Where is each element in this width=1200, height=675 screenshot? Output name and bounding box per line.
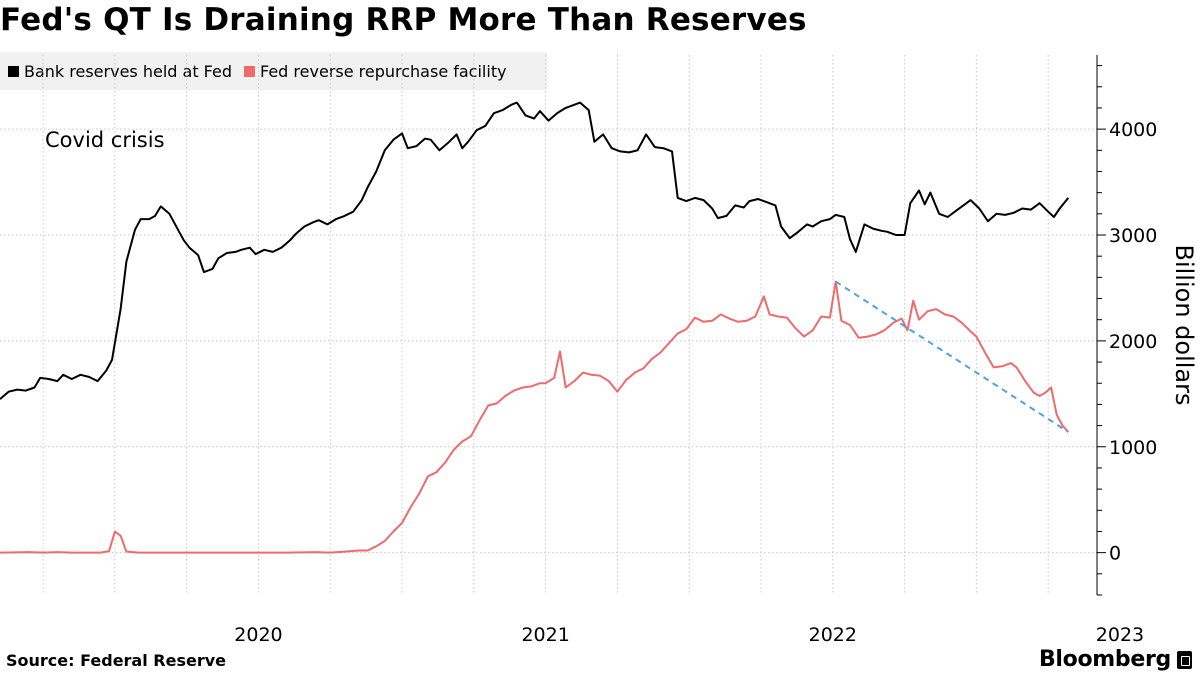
x-tick-label: 2023 <box>1096 624 1144 646</box>
legend-swatch-rrp <box>244 65 255 77</box>
y-tick-label: 1000 <box>1109 437 1157 459</box>
terminal-icon <box>1177 650 1192 669</box>
x-tick-label: 2021 <box>521 624 569 646</box>
legend-item-reserves: Bank reserves held at Fed <box>8 62 232 81</box>
x-tick-label: 2020 <box>234 624 282 646</box>
trend-line <box>835 280 1069 433</box>
brand-logo: Bloomberg <box>1039 647 1192 672</box>
source-note: Source: Federal Reserve <box>6 651 226 670</box>
x-tick-label: 2022 <box>809 624 857 646</box>
covid-annotation: Covid crisis <box>45 128 165 152</box>
y-tick-label: 3000 <box>1109 225 1157 247</box>
legend: Bank reserves held at Fed Fed reverse re… <box>0 52 547 90</box>
legend-swatch-reserves <box>8 65 19 77</box>
y-axis-label: Billion dollars <box>1170 245 1198 406</box>
legend-label-reserves: Bank reserves held at Fed <box>24 61 232 81</box>
y-tick-label: 0 <box>1109 543 1121 565</box>
legend-item-rrp: Fed reverse repurchase facility <box>244 62 507 81</box>
legend-label-rrp: Fed reverse repurchase facility <box>260 61 507 81</box>
chart-title: Fed's QT Is Draining RRP More Than Reser… <box>0 2 807 38</box>
series-line-rrp <box>0 280 1070 554</box>
y-tick-label: 4000 <box>1109 119 1157 141</box>
brand-name: Bloomberg <box>1038 647 1171 672</box>
y-tick-label: 2000 <box>1109 331 1157 353</box>
